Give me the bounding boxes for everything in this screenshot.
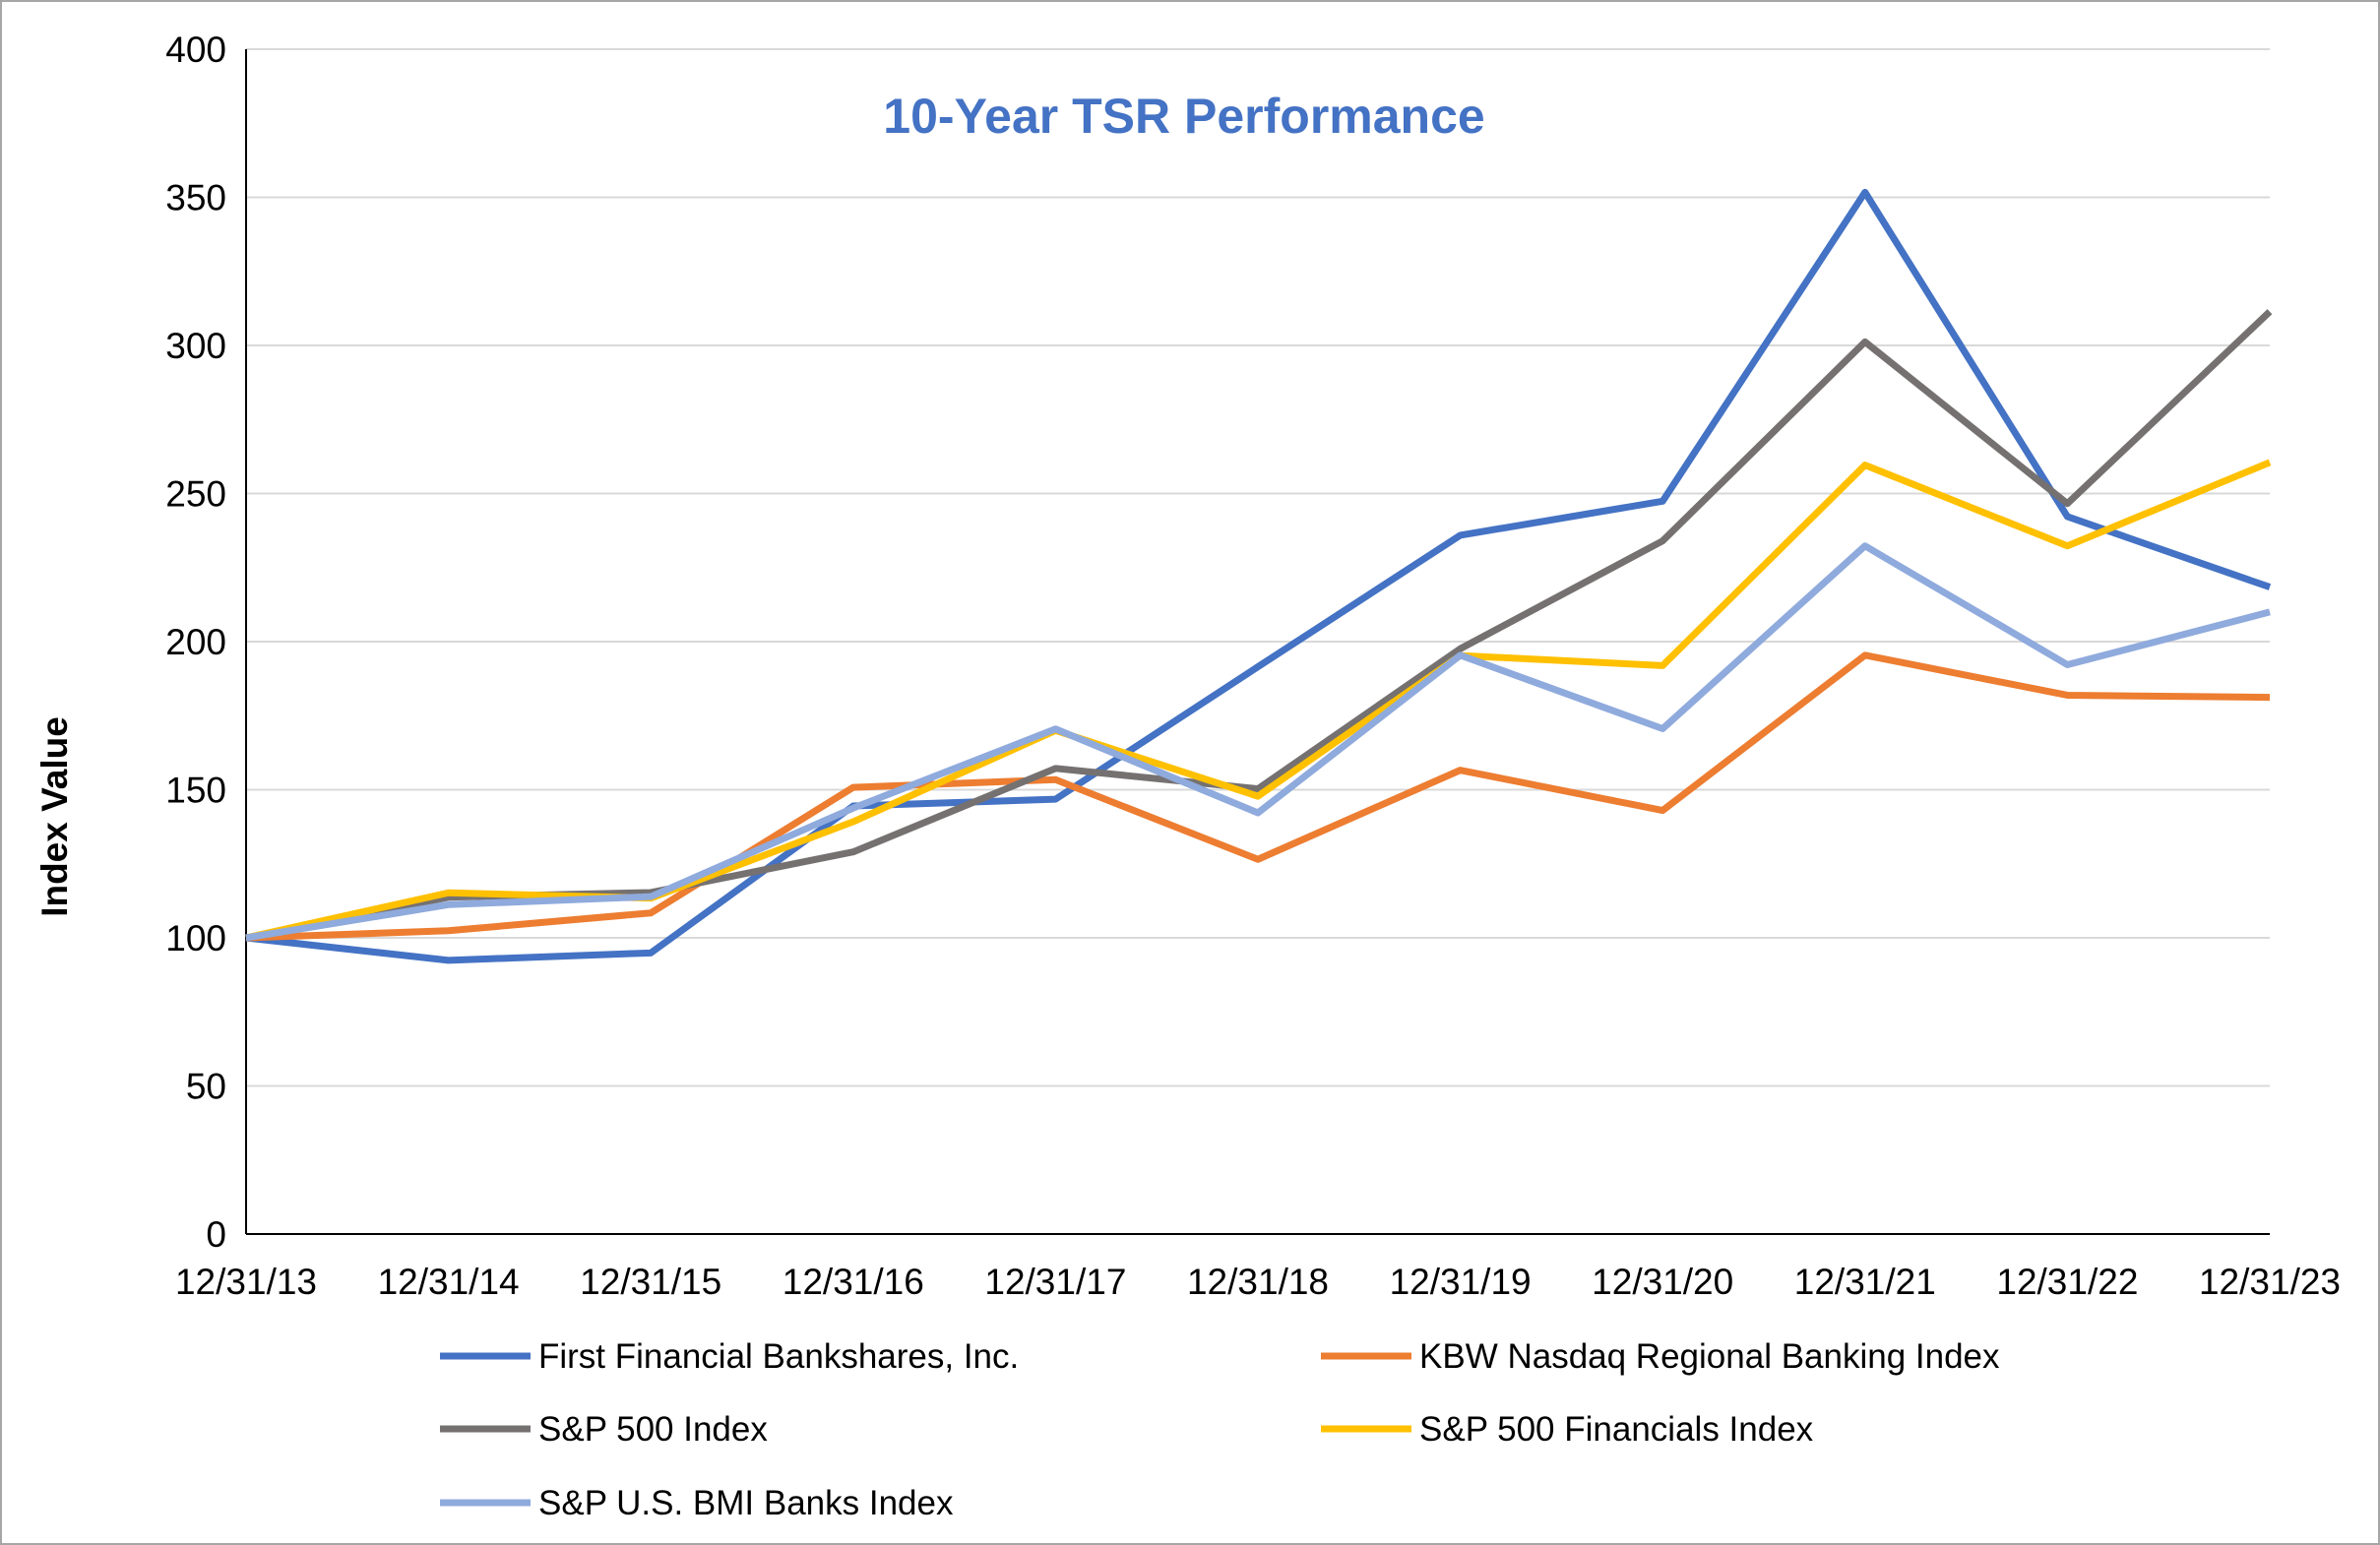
- y-tick-label: 400: [165, 30, 226, 70]
- x-tick-labels: 12/31/13 12/31/14 12/31/15 12/31/16 12/31/17…: [175, 1262, 2341, 1302]
- y-tick-label: 150: [165, 771, 226, 811]
- legend-label: S&P 500 Financials Index: [1419, 1410, 1814, 1449]
- legend-item: First Financial Bankshares, Inc.: [440, 1337, 1019, 1376]
- y-tick-label: 350: [165, 178, 226, 218]
- y-tick-labels: 0 50 100 150 200 250 300 350 400: [165, 30, 226, 1255]
- legend-item: KBW Nasdaq Regional Banking Index: [1321, 1337, 2000, 1376]
- series-line-4: [245, 459, 2272, 942]
- x-tick-label: 12/31/16: [783, 1262, 924, 1302]
- x-tick-label: 12/31/19: [1390, 1262, 1532, 1302]
- series-line-2: [245, 651, 2271, 942]
- x-tick-label: 12/31/15: [580, 1262, 721, 1302]
- legend-label: S&P U.S. BMI Banks Index: [538, 1484, 954, 1522]
- series-line-3: [245, 309, 2273, 942]
- x-tick-label: 12/31/14: [378, 1262, 520, 1302]
- x-tick-label: 12/31/23: [2199, 1262, 2341, 1302]
- series-line-5: [245, 542, 2271, 942]
- y-tick-label: 300: [165, 326, 226, 366]
- y-tick-label: 100: [165, 918, 226, 958]
- y-tick-label: 200: [165, 622, 226, 662]
- legend-item: S&P 500 Index: [440, 1410, 768, 1449]
- legend-label: First Financial Bankshares, Inc.: [538, 1337, 1019, 1376]
- legend-label: KBW Nasdaq Regional Banking Index: [1419, 1337, 2000, 1376]
- chart-title: 10-Year TSR Performance: [883, 89, 1484, 144]
- legend-item: S&P 500 Financials Index: [1321, 1410, 1814, 1449]
- y-tick-label: 250: [165, 474, 226, 515]
- legend: First Financial Bankshares, Inc. KBW Nasd…: [440, 1337, 2000, 1522]
- axes: [245, 49, 2270, 1235]
- legend-label: S&P 500 Index: [538, 1410, 768, 1449]
- series-lines: [245, 188, 2273, 964]
- y-tick-label: 0: [206, 1214, 226, 1255]
- y-axis-title: Index Value: [34, 716, 75, 917]
- x-tick-label: 12/31/13: [175, 1262, 317, 1302]
- legend-item: S&P U.S. BMI Banks Index: [440, 1484, 954, 1522]
- x-tick-label: 12/31/21: [1794, 1262, 1936, 1302]
- y-tick-label: 50: [186, 1067, 226, 1107]
- x-tick-label: 12/31/20: [1592, 1262, 1733, 1302]
- series-line-1: [245, 188, 2272, 964]
- x-tick-label: 12/31/18: [1187, 1262, 1329, 1302]
- gridlines: [246, 48, 2270, 1087]
- x-tick-label: 12/31/22: [1996, 1262, 2138, 1302]
- x-tick-label: 12/31/17: [984, 1262, 1126, 1302]
